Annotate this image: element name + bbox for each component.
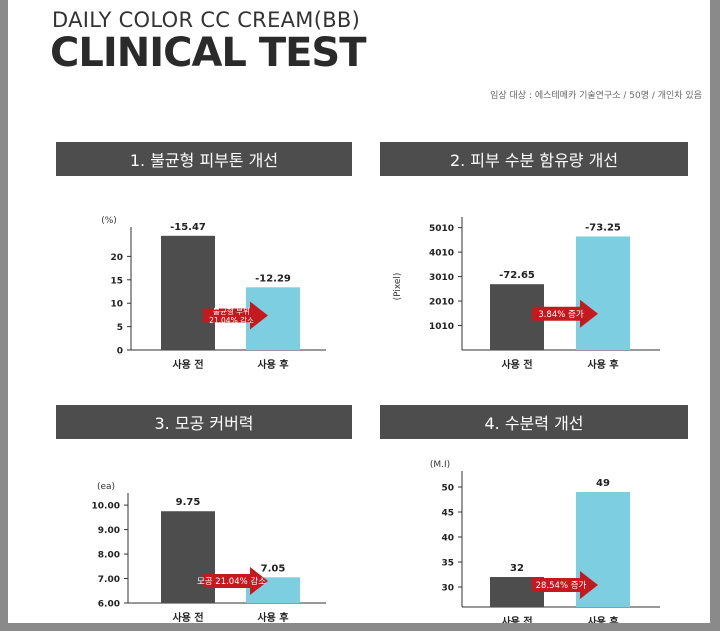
x-category-label: 사용 전 xyxy=(501,615,532,623)
y-tick-label: 5010 xyxy=(429,224,454,234)
y-tick-label: 7.00 xyxy=(98,575,120,585)
change-arrow xyxy=(532,571,598,599)
y-tick-label: 40 xyxy=(441,534,454,544)
bar-before xyxy=(161,511,215,603)
panel-header-3: 3. 모공 커버력 xyxy=(56,405,352,439)
change-label: 불균형 부위 xyxy=(213,307,250,316)
y-axis-unit-label: (Pixel) xyxy=(393,273,403,301)
x-category-label: 사용 후 xyxy=(587,615,618,623)
page: DAILY COLOR CC CREAM(BB) CLINICAL TEST 임… xyxy=(8,0,710,623)
x-category-label: 사용 전 xyxy=(172,611,203,623)
change-label: 모공 21.04% 감소 xyxy=(197,576,266,587)
test-source-note: 임상 대상 : 에스테메카 기술연구소 / 50명 / 개인차 있음 xyxy=(490,91,702,101)
y-tick-label: 0 xyxy=(117,347,123,357)
bar-value-label: -72.65 xyxy=(499,270,535,281)
chart-pore-coverage: (ea) 6.00 7.00 8.00 9.00 10.00 9.75 사용 전 7.05 사용 … xyxy=(92,482,326,623)
y-tick-label: 45 xyxy=(441,509,454,519)
bar-value-label: -15.47 xyxy=(170,222,206,233)
change-label: 21.04% 감소 xyxy=(209,315,254,325)
y-tick-label: 6.00 xyxy=(98,600,120,610)
x-category-label: 사용 전 xyxy=(172,358,203,371)
bar-value-label: 7.05 xyxy=(261,563,286,574)
y-tick-label: 10 xyxy=(110,300,123,310)
panel-header-2: 2. 피부 수분 함유량 개선 xyxy=(380,142,688,176)
y-tick-label: 3010 xyxy=(429,273,454,283)
y-tick-label: 1010 xyxy=(429,322,454,332)
panel-header-4: 4. 수분력 개선 xyxy=(380,405,688,439)
y-tick-label: 10.00 xyxy=(92,502,120,512)
bar-after xyxy=(576,236,630,350)
x-category-label: 사용 후 xyxy=(257,611,288,623)
y-tick-label: 2010 xyxy=(429,298,454,308)
x-category-label: 사용 후 xyxy=(587,358,618,371)
y-tick-label: 5 xyxy=(117,323,123,333)
y-tick-label: 8.00 xyxy=(98,551,120,561)
bar-value-label: 49 xyxy=(596,478,610,489)
y-tick-label: 30 xyxy=(441,584,454,594)
panel-header-1: 1. 불균형 피부톤 개선 xyxy=(56,142,352,176)
chart-skin-moisture-content: (Pixel) 1010 2010 3010 4010 5010 -72.65 사용 전 -73… xyxy=(393,217,660,371)
y-axis-unit-label: (ea) xyxy=(97,482,115,492)
y-axis-unit-label: (%) xyxy=(101,216,117,226)
change-label: 3.84% 증가 xyxy=(538,310,584,320)
product-subtitle: DAILY COLOR CC CREAM(BB) xyxy=(52,8,361,32)
bar-value-label: 9.75 xyxy=(176,497,201,508)
bar-before xyxy=(161,235,215,350)
y-tick-label: 4010 xyxy=(429,249,454,259)
y-tick-label: 15 xyxy=(110,276,123,286)
x-category-label: 사용 후 xyxy=(257,358,288,371)
y-tick-label: 35 xyxy=(441,559,454,569)
bar-value-label: 32 xyxy=(510,563,524,574)
change-arrow xyxy=(203,301,268,330)
y-axis-unit-label: (M.I) xyxy=(430,460,450,470)
chart-moisture-power: (M.I) 30 35 40 45 50 32 사용 전 49 사용 후 28.54% 증가 xyxy=(430,460,660,623)
chart-uneven-skin-tone: (%) 0 5 10 15 20 -15.47 사용 전 -12.29 사용 후 불균형 부위21.… xyxy=(101,216,326,371)
page-title: CLINICAL TEST xyxy=(50,30,367,76)
y-tick-label: 20 xyxy=(110,253,123,263)
change-label: 28.54% 증가 xyxy=(536,581,587,591)
y-tick-label: 9.00 xyxy=(98,526,120,536)
change-arrow xyxy=(203,567,268,595)
bar-value-label: -73.25 xyxy=(585,222,621,233)
change-arrow xyxy=(532,299,598,328)
x-category-label: 사용 전 xyxy=(501,358,532,371)
y-tick-label: 50 xyxy=(441,484,454,494)
bar-value-label: -12.29 xyxy=(255,273,291,284)
